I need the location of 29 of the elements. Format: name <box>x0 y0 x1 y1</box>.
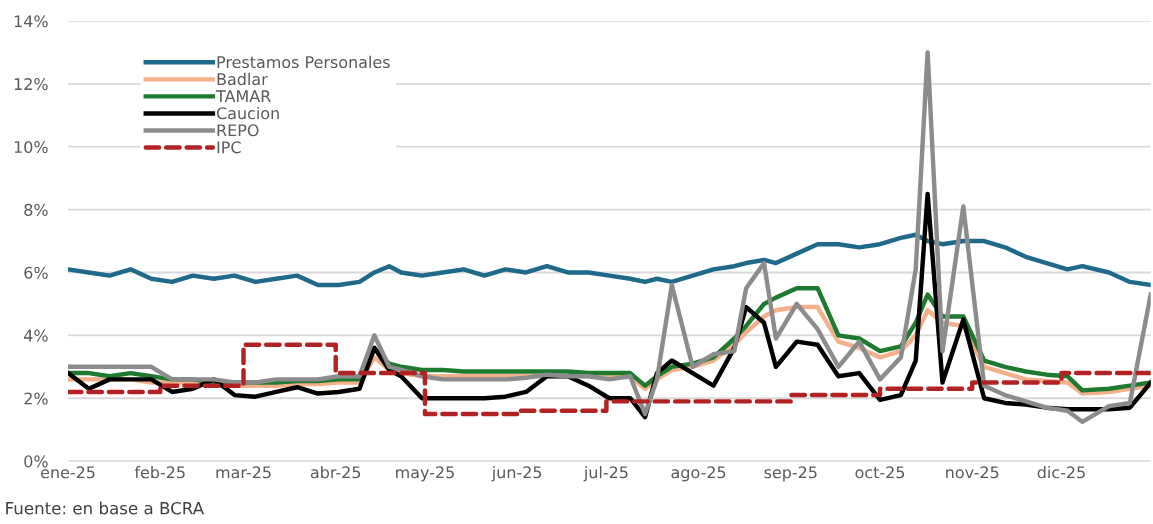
y-tick-label: 8% <box>24 203 48 216</box>
y-tick-label: 2% <box>24 392 48 405</box>
legend-label: REPO <box>217 124 259 137</box>
x-tick-label: feb-25 <box>134 465 185 479</box>
source-note: Fuente: en base a BCRA <box>6 501 204 515</box>
legend-label: Prestamos Personales <box>217 55 390 69</box>
x-tick-label: ene-25 <box>40 466 95 479</box>
x-tick-label: nov-25 <box>946 466 999 479</box>
x-tick-label: mar-25 <box>216 466 271 479</box>
legend-label: Caucion <box>216 106 279 120</box>
legend-label: IPC <box>217 141 241 154</box>
y-tick-label: 14% <box>14 15 48 28</box>
line-series <box>68 50 1151 425</box>
line-series <box>68 232 1151 288</box>
y-tick-label: 0% <box>24 455 48 468</box>
x-tick-label: abr-25 <box>310 465 361 479</box>
legend-label: Badlar <box>217 72 268 86</box>
x-tick-label: oct-25 <box>855 466 905 479</box>
x-tick-label: dic-25 <box>1037 465 1085 479</box>
x-tick-label: ago-25 <box>671 466 726 482</box>
x-tick-label: jun-25 <box>491 465 542 482</box>
legend-label: TAMAR <box>216 90 271 102</box>
y-tick-label: 6% <box>24 266 48 279</box>
y-tick-label: 4% <box>24 329 48 342</box>
x-tick-label: may-25 <box>396 466 454 482</box>
x-tick-label: jul-25 <box>583 465 628 482</box>
x-tick-label: sep-25 <box>764 466 817 482</box>
y-tick-label: 12% <box>14 78 48 91</box>
y-tick-label: 10% <box>14 140 48 154</box>
